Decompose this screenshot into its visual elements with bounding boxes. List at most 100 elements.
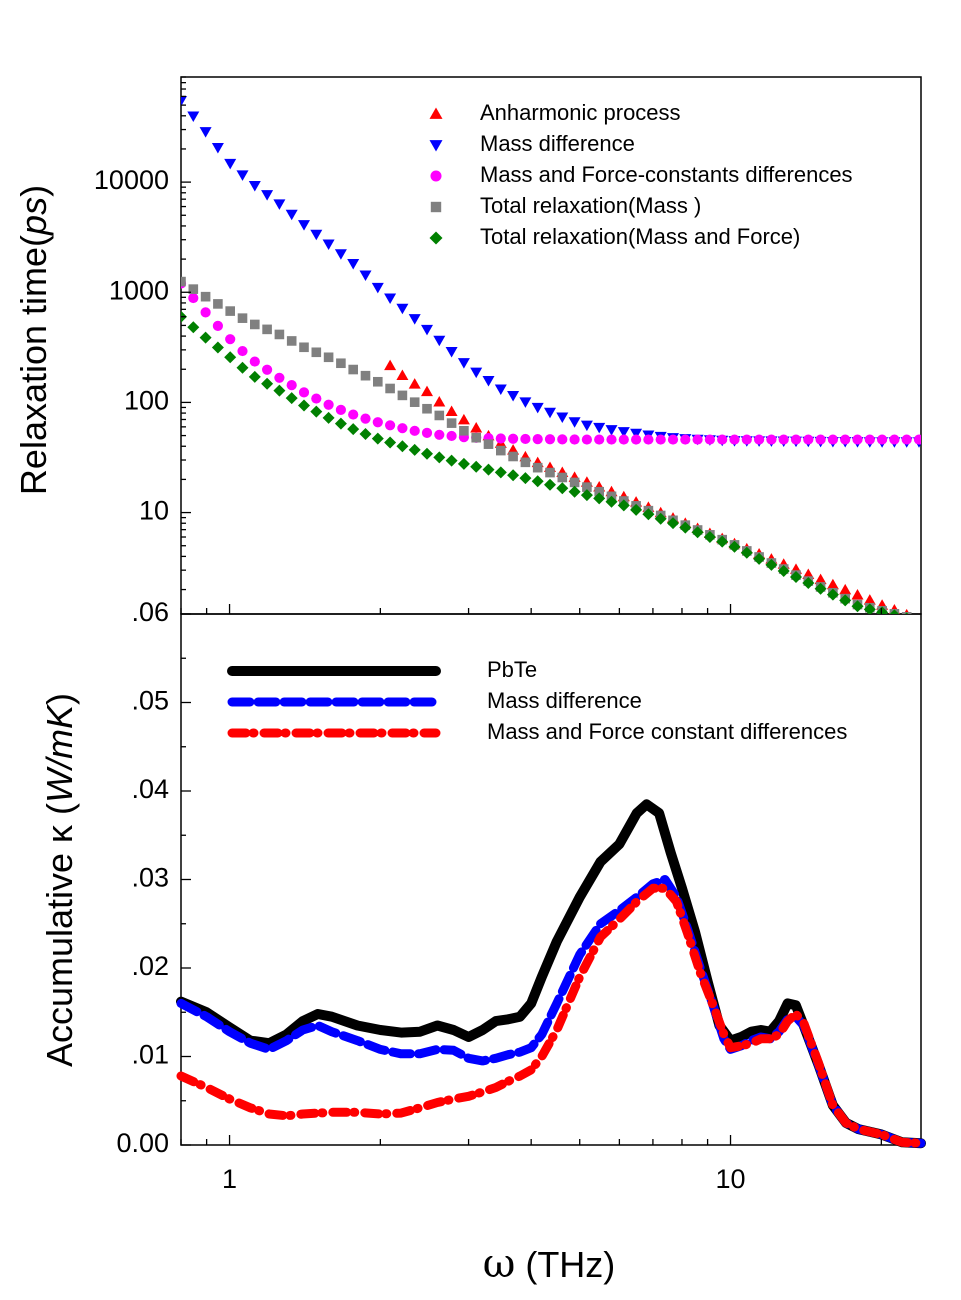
bottom-y-tick-label: 0.00 bbox=[116, 1128, 169, 1158]
top-series-5-point-44 bbox=[716, 535, 729, 548]
top-series-3-point-45 bbox=[729, 434, 740, 445]
top-series-3-point-39 bbox=[655, 434, 666, 445]
top-series-1 bbox=[384, 359, 920, 614]
top-series-5-point-13 bbox=[334, 417, 347, 430]
top-legend-marker-4 bbox=[430, 201, 442, 213]
top-series-4-point-21 bbox=[434, 410, 445, 421]
top-series-2-point-22 bbox=[445, 346, 458, 358]
top-series-3-point-22 bbox=[446, 430, 457, 442]
top-series-3-point-5 bbox=[237, 345, 248, 357]
bottom-y-tick-label: .06 bbox=[131, 597, 169, 627]
top-series-5-point-58 bbox=[889, 609, 900, 614]
top-series-5-point-5 bbox=[236, 361, 249, 374]
top-legend-marker-5 bbox=[429, 231, 443, 245]
top-series-2-point-13 bbox=[334, 249, 347, 260]
top-series-5-point-22 bbox=[445, 454, 458, 467]
top-series-2-point-15 bbox=[359, 270, 372, 281]
top-series-5-point-26 bbox=[494, 466, 507, 479]
top-series-3-point-51 bbox=[803, 434, 814, 445]
top-series-5-point-49 bbox=[777, 564, 790, 577]
top-series-4-point-13 bbox=[336, 358, 346, 369]
top-series-5-point-2 bbox=[199, 331, 212, 344]
top-series-4-point-29 bbox=[532, 462, 543, 473]
bottom-legend-label-2: Mass difference bbox=[487, 688, 642, 713]
top-legend-label-1: Anharmonic process bbox=[480, 100, 681, 125]
top-series-3-point-29 bbox=[532, 434, 543, 445]
top-series-5-point-53 bbox=[826, 588, 839, 601]
top-series-3-point-34 bbox=[594, 434, 605, 445]
top-series-5-point-55 bbox=[851, 600, 864, 613]
top-legend-label-3: Mass and Force-constants differences bbox=[480, 162, 853, 187]
top-series-2-point-30 bbox=[544, 407, 556, 419]
top-series-2-point-8 bbox=[273, 199, 286, 210]
top-series-3-point-37 bbox=[631, 434, 642, 445]
top-series-3-point-20 bbox=[421, 427, 433, 438]
top-series-3-point-55 bbox=[852, 434, 863, 445]
top-series-5 bbox=[181, 310, 909, 614]
top-series-1-point-5 bbox=[445, 405, 458, 416]
top-series-3-point-10 bbox=[298, 387, 310, 398]
top-series-1-point-4 bbox=[433, 396, 446, 407]
top-series-3-point-46 bbox=[741, 434, 752, 445]
top-series-2-point-17 bbox=[384, 293, 397, 305]
top-series-4-point-24 bbox=[471, 432, 481, 443]
top-series-5-point-50 bbox=[790, 571, 802, 584]
top-series-4-point-6 bbox=[250, 319, 260, 330]
top-series-3-point-4 bbox=[225, 334, 236, 345]
top-series-5-point-20 bbox=[421, 447, 433, 460]
top-series-5-point-57 bbox=[876, 606, 889, 614]
top-series-4-point-9 bbox=[286, 336, 297, 346]
top-series-1-point-38 bbox=[851, 589, 864, 600]
top-series-2-point-14 bbox=[347, 259, 360, 270]
top-series-3-point-58 bbox=[889, 434, 900, 445]
top-series-5-point-54 bbox=[839, 594, 852, 607]
top-series-3-point-53 bbox=[827, 434, 839, 445]
top-series-5-point-21 bbox=[433, 451, 446, 464]
top-series-2-point-24 bbox=[470, 367, 483, 379]
top-series-5-point-33 bbox=[580, 489, 593, 502]
top-series-2-point-7 bbox=[261, 190, 274, 201]
top-series-2-point-21 bbox=[433, 335, 446, 347]
top-series-2-point-25 bbox=[482, 376, 495, 387]
top-series-3-point-30 bbox=[544, 434, 556, 445]
bottom-y-tick-label: .03 bbox=[131, 863, 169, 893]
top-series-5-point-30 bbox=[544, 478, 556, 491]
top-series-4-point-1 bbox=[188, 284, 199, 294]
top-series-2-point-12 bbox=[322, 239, 335, 251]
top-series-4-point-19 bbox=[409, 397, 420, 407]
top-series-2-point-19 bbox=[408, 314, 421, 325]
top-series-4-point-11 bbox=[311, 347, 322, 358]
top-series-3-point-1 bbox=[188, 292, 199, 304]
top-series-4-point-2 bbox=[200, 291, 211, 302]
top-series-3-point-48 bbox=[766, 434, 777, 445]
top-series-3-point-19 bbox=[409, 425, 420, 436]
top-series-5-point-52 bbox=[814, 582, 827, 595]
top-series-5-point-16 bbox=[371, 432, 384, 445]
top-series-5-point-48 bbox=[765, 558, 778, 571]
top-series-4-point-3 bbox=[213, 299, 223, 309]
top-series-5-point-40 bbox=[667, 517, 679, 530]
top-series-5-point-29 bbox=[531, 475, 544, 488]
top-series-3 bbox=[181, 278, 921, 445]
top-series-2-point-32 bbox=[568, 417, 581, 428]
top-series-4 bbox=[181, 276, 912, 614]
bottom-y-tick-label: .02 bbox=[131, 951, 169, 981]
top-legend-marker-1 bbox=[429, 107, 443, 119]
top-series-2-point-27 bbox=[507, 391, 520, 402]
top-series-3-point-3 bbox=[212, 320, 223, 331]
top-series-5-point-46 bbox=[740, 546, 753, 559]
top-series-2-point-31 bbox=[556, 412, 569, 423]
top-series-5-point-3 bbox=[211, 341, 224, 354]
top-series-4-point-26 bbox=[496, 445, 506, 456]
top-series-2-point-16 bbox=[371, 282, 384, 294]
top-series-3-point-18 bbox=[397, 423, 408, 434]
top-series-3-point-2 bbox=[200, 307, 211, 318]
top-series-5-point-56 bbox=[863, 603, 876, 614]
top-series-2-point-10 bbox=[298, 220, 310, 231]
top-series-1-point-6 bbox=[457, 413, 470, 425]
top-series-2-point-36 bbox=[617, 427, 630, 438]
top-y-tick-label: 10000 bbox=[94, 165, 169, 195]
top-series-4-point-31 bbox=[557, 472, 568, 483]
top-series-3-point-21 bbox=[434, 429, 445, 440]
